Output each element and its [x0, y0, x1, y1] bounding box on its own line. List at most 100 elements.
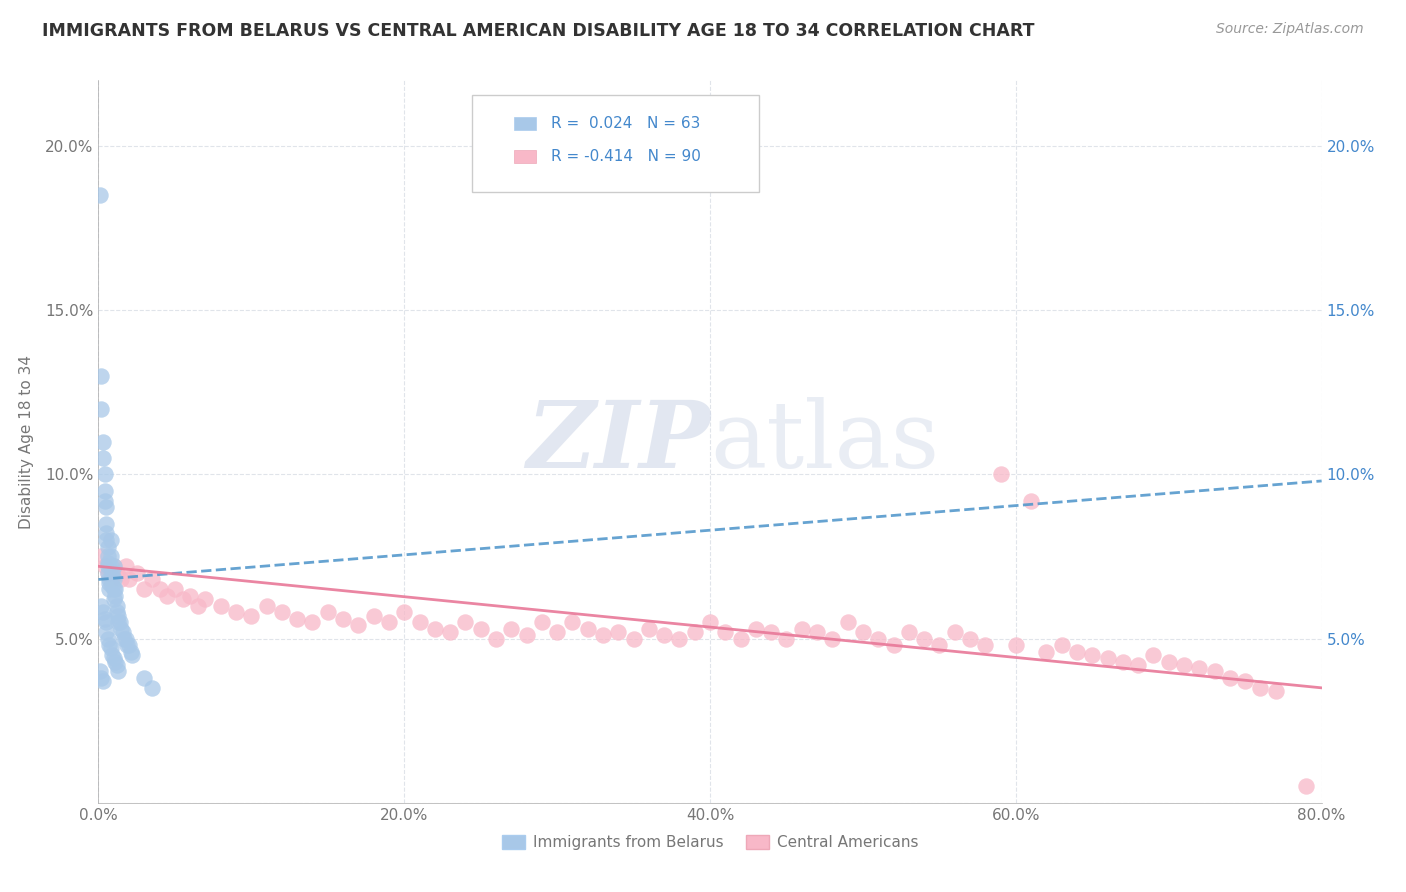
Point	[107, 608, 129, 623]
Point	[668, 632, 690, 646]
Point	[101, 566, 124, 580]
Point	[530, 615, 553, 630]
Point	[652, 628, 675, 642]
Point	[1264, 684, 1286, 698]
Point	[93, 483, 115, 498]
Point	[103, 559, 125, 574]
Point	[90, 549, 112, 564]
Point	[285, 612, 308, 626]
Point	[98, 638, 121, 652]
Point	[97, 559, 120, 574]
Point	[759, 625, 782, 640]
Point	[745, 622, 768, 636]
Point	[1035, 645, 1057, 659]
Point	[90, 671, 112, 685]
Point	[115, 632, 138, 646]
Point	[1066, 645, 1088, 659]
Point	[470, 622, 492, 636]
Point	[546, 625, 568, 640]
Point	[98, 573, 121, 587]
Text: R = -0.414   N = 90: R = -0.414 N = 90	[551, 149, 700, 163]
Point	[1157, 655, 1180, 669]
Point	[637, 622, 661, 636]
Point	[118, 638, 141, 652]
Point	[93, 612, 115, 626]
Point	[100, 573, 122, 587]
Point	[301, 615, 323, 630]
Point	[120, 645, 142, 659]
Point	[990, 467, 1012, 482]
Point	[97, 566, 120, 580]
Point	[363, 608, 385, 623]
Point	[592, 628, 614, 642]
Point	[699, 615, 721, 630]
Point	[897, 625, 920, 640]
Point	[93, 467, 115, 482]
Point	[111, 625, 134, 640]
Point	[97, 540, 120, 554]
Point	[1050, 638, 1073, 652]
Text: IMMIGRANTS FROM BELARUS VS CENTRAL AMERICAN DISABILITY AGE 18 TO 34 CORRELATION : IMMIGRANTS FROM BELARUS VS CENTRAL AMERI…	[42, 22, 1035, 40]
Point	[141, 573, 163, 587]
Point	[90, 368, 112, 383]
Point	[408, 615, 430, 630]
Point	[134, 671, 156, 685]
Point	[790, 622, 813, 636]
Point	[1188, 661, 1211, 675]
Point	[89, 665, 111, 679]
Point	[112, 632, 135, 646]
Point	[97, 566, 120, 580]
Point	[1112, 655, 1135, 669]
Point	[501, 622, 523, 636]
Point	[1097, 651, 1119, 665]
Point	[94, 526, 117, 541]
Point	[1295, 780, 1317, 794]
Y-axis label: Disability Age 18 to 34: Disability Age 18 to 34	[20, 354, 34, 529]
Point	[105, 605, 128, 619]
Point	[256, 599, 278, 613]
Point	[1173, 657, 1195, 672]
Point	[163, 582, 186, 597]
Point	[104, 589, 127, 603]
Point	[93, 559, 115, 574]
Point	[105, 657, 128, 672]
Point	[179, 589, 201, 603]
Point	[94, 533, 117, 547]
Point	[516, 628, 538, 642]
Point	[852, 625, 875, 640]
Point	[98, 575, 121, 590]
Point	[974, 638, 997, 652]
Point	[623, 632, 645, 646]
Point	[194, 592, 217, 607]
Point	[93, 493, 115, 508]
Point	[485, 632, 508, 646]
Point	[107, 615, 129, 630]
Point	[107, 665, 129, 679]
Text: Source: ZipAtlas.com: Source: ZipAtlas.com	[1216, 22, 1364, 37]
Point	[1019, 493, 1042, 508]
Point	[89, 188, 111, 202]
Point	[392, 605, 416, 619]
Point	[101, 648, 124, 662]
Point	[91, 434, 114, 449]
Point	[97, 549, 120, 564]
Point	[576, 622, 599, 636]
Point	[883, 638, 905, 652]
Point	[149, 582, 172, 597]
Point	[607, 625, 630, 640]
Point	[821, 632, 844, 646]
Point	[270, 605, 292, 619]
Point	[806, 625, 828, 640]
Point	[110, 622, 132, 636]
FancyBboxPatch shape	[515, 150, 536, 162]
Point	[90, 401, 112, 416]
FancyBboxPatch shape	[471, 95, 759, 193]
Point	[103, 592, 125, 607]
Text: ZIP: ZIP	[526, 397, 710, 486]
Point	[561, 615, 583, 630]
Point	[91, 605, 114, 619]
Point	[100, 533, 122, 547]
Point	[100, 559, 122, 574]
Text: R =  0.024   N = 63: R = 0.024 N = 63	[551, 116, 700, 131]
FancyBboxPatch shape	[515, 117, 536, 130]
